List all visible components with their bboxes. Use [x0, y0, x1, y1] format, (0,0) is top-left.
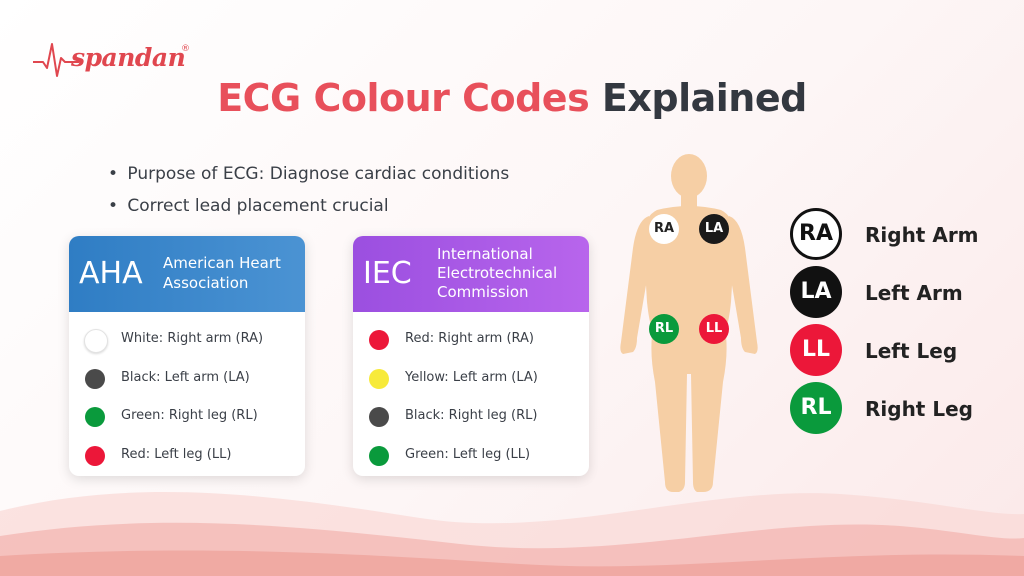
legend-label: Left Arm	[865, 281, 963, 305]
list-item: Black: Right leg (RL)	[353, 399, 589, 438]
black-swatch	[85, 368, 105, 389]
bullet-text: Correct lead placement crucial	[127, 196, 389, 216]
red-swatch	[85, 445, 105, 466]
green-swatch	[85, 407, 105, 427]
row-label: White: Right arm (RA)	[121, 331, 264, 346]
iec-full-name: International Electrotechnical Commissio…	[437, 245, 558, 301]
legend-label: Right Leg	[865, 397, 973, 421]
registered-mark: ®	[181, 44, 190, 54]
body-figure: RA LA RL LL	[613, 152, 765, 494]
green-swatch	[369, 445, 389, 466]
human-silhouette-icon	[620, 154, 758, 492]
yellow-swatch	[369, 368, 389, 389]
ll-badge: LL	[699, 314, 729, 344]
legend-item-rl: RL Right Leg	[790, 382, 1010, 434]
ra-circle: RA	[790, 208, 842, 260]
la-badge: LA	[699, 214, 729, 244]
aha-full-name: American Heart Association	[163, 254, 281, 292]
legend-item-ll: LL Left Leg	[790, 324, 1010, 376]
legend-label: Left Leg	[865, 339, 958, 363]
row-label: Red: Right arm (RA)	[405, 331, 534, 346]
list-item: White: Right arm (RA)	[69, 322, 305, 361]
legend-item-la: LA Left Arm	[790, 266, 1010, 318]
iec-list: Red: Right arm (RA) Yellow: Left arm (LA…	[353, 312, 589, 476]
iec-abbr: IEC	[363, 256, 412, 291]
red-swatch	[369, 330, 389, 350]
bullet-dot: •	[108, 164, 119, 184]
list-item: Red: Left leg (LL)	[69, 438, 305, 477]
iec-card-header: IEC International Electrotechnical Commi…	[353, 236, 589, 312]
white-swatch	[84, 329, 108, 353]
list-item: Red: Right arm (RA)	[353, 322, 589, 361]
row-label: Yellow: Left arm (LA)	[405, 369, 538, 385]
list-item: Green: Left leg (LL)	[353, 438, 589, 477]
row-label: Black: Right leg (RL)	[405, 408, 538, 423]
aha-abbr: AHA	[79, 256, 143, 291]
rl-badge: RL	[649, 314, 679, 344]
bullet-dot: •	[108, 196, 119, 216]
bullet-text: Purpose of ECG: Diagnose cardiac conditi…	[127, 164, 510, 184]
ll-circle: LL	[790, 324, 842, 376]
la-circle: LA	[790, 266, 842, 318]
aha-card: AHA American Heart Association White: Ri…	[69, 236, 305, 476]
aha-list: White: Right arm (RA) Black: Left arm (L…	[69, 312, 305, 476]
list-item: Green: Right leg (RL)	[69, 399, 305, 438]
row-label: Green: Left leg (LL)	[405, 446, 531, 462]
ra-badge: RA	[649, 214, 679, 244]
background-waves	[0, 492, 1024, 576]
rl-circle: RL	[790, 382, 842, 434]
bullet-item: • Correct lead placement crucial	[108, 194, 509, 226]
black-swatch	[369, 407, 389, 427]
heartbeat-icon	[33, 43, 79, 77]
bullet-item: • Purpose of ECG: Diagnose cardiac condi…	[108, 162, 509, 194]
brand-logo: spandan ®	[33, 38, 193, 82]
legend-item-ra: RA Right Arm	[790, 208, 1010, 260]
title-accent: ECG Colour Codes	[217, 76, 590, 120]
iec-card: IEC International Electrotechnical Commi…	[353, 236, 589, 476]
title-main: Explained	[601, 76, 807, 120]
list-item: Yellow: Left arm (LA)	[353, 361, 589, 400]
page-title: ECG Colour Codes Explained	[0, 76, 1024, 120]
row-label: Black: Left arm (LA)	[121, 369, 250, 385]
legend-label: Right Arm	[865, 223, 979, 247]
bullet-list: • Purpose of ECG: Diagnose cardiac condi…	[108, 162, 509, 226]
aha-card-header: AHA American Heart Association	[69, 236, 305, 312]
list-item: Black: Left arm (LA)	[69, 361, 305, 400]
row-label: Green: Right leg (RL)	[121, 408, 258, 423]
logo-text: spandan	[71, 43, 186, 72]
row-label: Red: Left leg (LL)	[121, 446, 232, 462]
